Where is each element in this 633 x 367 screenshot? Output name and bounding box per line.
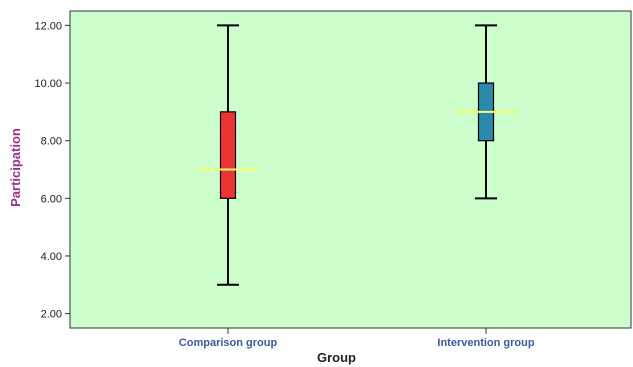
y-tick-label: 6.00	[41, 193, 62, 205]
x-axis: Comparison group Intervention group	[179, 328, 535, 349]
x-category-label: Intervention group	[437, 337, 534, 349]
box-plot-comparison	[197, 24, 259, 286]
y-tick-label: 10.00	[34, 78, 62, 90]
y-tick-label: 8.00	[41, 136, 62, 148]
y-axis: 2.00 4.00 6.00 8.00 10.00 12.00	[34, 20, 70, 321]
y-tick-label: 12.00	[34, 20, 62, 32]
iqr-box	[219, 111, 237, 199]
x-axis-title: Group	[317, 350, 356, 365]
plot-area	[69, 10, 632, 329]
y-tick-label: 2.00	[41, 309, 62, 321]
x-category-label: Comparison group	[179, 337, 278, 349]
y-axis-title: Participation	[8, 128, 23, 207]
boxes-group	[197, 24, 517, 286]
y-tick-label: 4.00	[41, 251, 62, 263]
box-plot-intervention	[455, 24, 517, 200]
